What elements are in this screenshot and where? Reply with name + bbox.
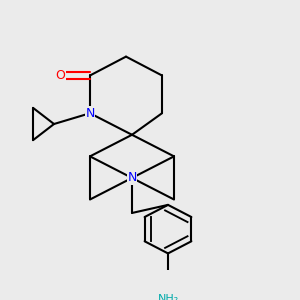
Text: N: N	[85, 107, 95, 120]
Text: N: N	[127, 171, 137, 184]
Text: O: O	[55, 69, 65, 82]
Text: NH₂: NH₂	[158, 294, 178, 300]
